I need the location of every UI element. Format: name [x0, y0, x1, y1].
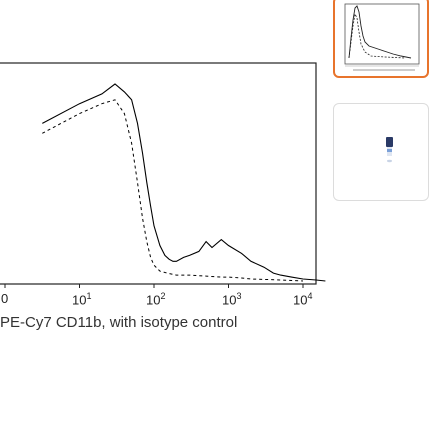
series-line-isotype [42, 99, 304, 282]
series-layer [42, 83, 326, 282]
product-vial-icon [386, 137, 393, 163]
figure-caption: PE-Cy7 CD11b, with isotype control [0, 314, 238, 331]
series-line-stained [42, 83, 326, 282]
thumbnail-histogram[interactable] [333, 0, 429, 78]
histogram-thumbnail-icon [344, 3, 420, 71]
x-axis-ticks [4, 284, 304, 288]
x-tick-label-2: 102 [146, 291, 166, 308]
thumbnail-product[interactable] [333, 103, 429, 201]
x-tick-label-3: 103 [222, 291, 242, 308]
x-tick-label-4: 104 [293, 291, 313, 308]
x-tick-label-0: 0 [1, 291, 9, 306]
x-tick-label-1: 101 [72, 291, 92, 308]
plot-frame [0, 62, 317, 285]
